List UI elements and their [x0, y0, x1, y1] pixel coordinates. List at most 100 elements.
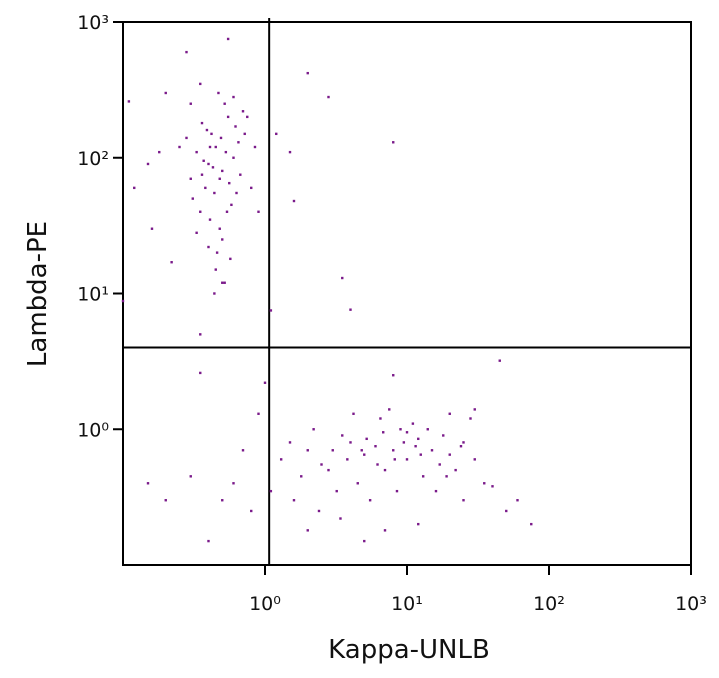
dot: [199, 82, 202, 86]
dot: [228, 181, 231, 185]
x-axis-label: Kappa-UNLB: [328, 635, 490, 665]
dot: [411, 422, 415, 425]
dot: [199, 210, 202, 213]
dot: [246, 115, 249, 119]
dot: [195, 231, 198, 234]
dot: [225, 210, 229, 213]
dot: [191, 197, 194, 200]
y-axis-label: Lambda-PE: [23, 221, 53, 367]
dot: [178, 145, 181, 149]
dot: [462, 441, 465, 444]
plot-frame: [122, 21, 692, 566]
dot: [279, 458, 283, 461]
dot: [250, 509, 253, 513]
dot: [442, 434, 445, 437]
dot: [382, 431, 385, 434]
dot: [414, 445, 417, 448]
dot: [214, 268, 217, 271]
dot: [224, 150, 228, 154]
dot: [352, 412, 355, 415]
dot: [204, 186, 207, 190]
dot: [232, 95, 235, 99]
dot: [127, 100, 131, 103]
dot: [376, 463, 379, 466]
dot: [331, 449, 334, 452]
y-tick-label: 10²: [77, 148, 109, 170]
dot: [320, 463, 323, 466]
dot: [189, 475, 192, 478]
dot: [360, 449, 363, 452]
y-tick-label: 10³: [77, 12, 109, 34]
dot: [146, 482, 150, 485]
dot: [341, 276, 344, 280]
dot: [498, 359, 501, 362]
dot: [205, 128, 209, 132]
dot: [300, 475, 303, 478]
y-tick-label: 10¹: [77, 284, 109, 306]
dot: [241, 110, 245, 113]
dot: [263, 381, 267, 384]
dot: [393, 458, 396, 461]
dot: [288, 150, 292, 154]
dot: [395, 489, 399, 493]
dot: [189, 102, 192, 105]
dot: [392, 449, 395, 452]
dot: [207, 162, 210, 166]
dot: [483, 482, 486, 485]
dot: [363, 539, 366, 543]
dot: [312, 428, 315, 431]
dot: [208, 218, 212, 221]
dot: [505, 509, 508, 513]
dot: [219, 136, 223, 140]
dot: [491, 485, 494, 488]
dot: [346, 458, 349, 461]
dot: [379, 417, 382, 420]
dot: [213, 292, 216, 295]
dot: [232, 156, 235, 159]
dot: [241, 449, 245, 452]
dot: [226, 115, 230, 119]
dot: [306, 529, 309, 532]
dot: [368, 499, 372, 502]
dot: [275, 132, 278, 136]
dot: [306, 71, 309, 75]
dot: [392, 374, 395, 377]
dot: [269, 489, 273, 493]
dot: [454, 468, 457, 472]
dot: [189, 177, 192, 180]
dot: [335, 489, 338, 493]
dot: [199, 333, 202, 336]
dot: [349, 441, 352, 444]
dot: [421, 475, 425, 478]
dot: [170, 261, 173, 264]
dot: [243, 132, 246, 136]
dot: [405, 458, 409, 461]
dot: [250, 186, 253, 190]
dot: [257, 210, 260, 213]
dot: [473, 408, 476, 411]
dot: [392, 141, 395, 144]
dot: [223, 102, 226, 105]
dot: [133, 186, 136, 190]
dot: [448, 453, 451, 456]
dot: [459, 445, 463, 448]
dot: [365, 437, 368, 441]
dot: [235, 191, 238, 195]
dot: [469, 417, 472, 420]
dot: [419, 453, 422, 456]
dot: [288, 441, 292, 444]
dot: [158, 150, 161, 154]
dot: [150, 227, 154, 230]
dot: [200, 121, 204, 125]
dot: [215, 251, 219, 254]
dot: [221, 499, 224, 502]
dot: [239, 173, 242, 176]
dot: [356, 482, 359, 485]
dot: [292, 199, 296, 203]
dot: [516, 499, 519, 502]
dot: [417, 522, 420, 526]
dot: [448, 412, 451, 415]
dot: [218, 177, 221, 180]
dot: [164, 499, 167, 502]
